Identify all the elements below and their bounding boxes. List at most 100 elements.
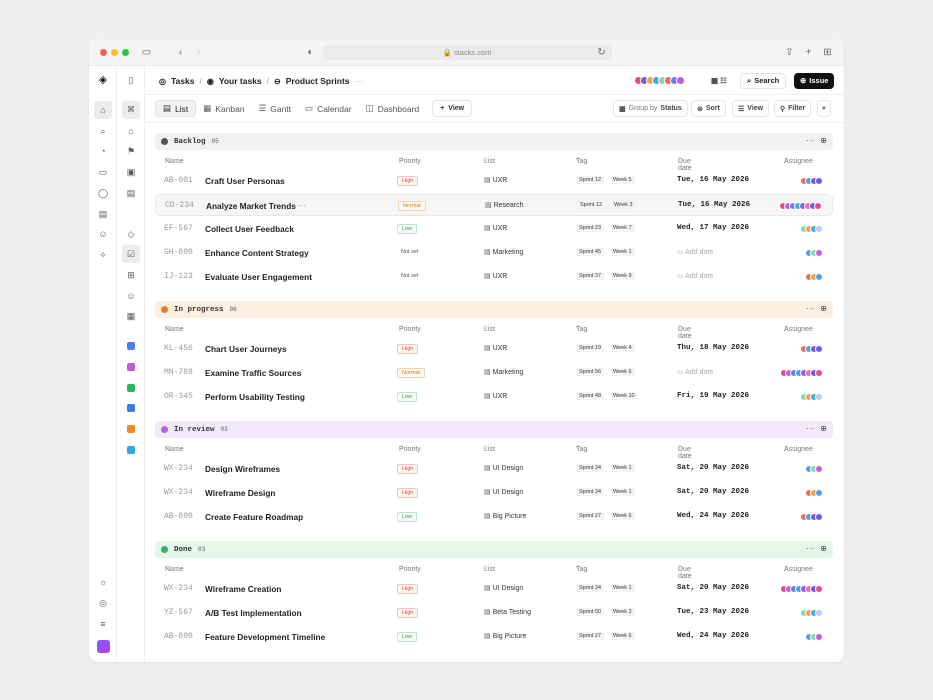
sprint-tag[interactable]: Sprint 45 [576, 248, 605, 256]
table-row[interactable]: YZ-567 A/B Test Implementation High Beta… [155, 602, 833, 624]
col-due[interactable]: Due date ◌ [678, 444, 692, 460]
list-label[interactable]: Research [485, 201, 524, 209]
due-date[interactable]: Sat, 20 May 2026 [677, 488, 750, 496]
row-more-icon[interactable]: ··· [298, 201, 306, 210]
task-name[interactable]: Evaluate User Engagement [205, 272, 312, 282]
table-row[interactable]: EF-567 Collect User Feedback Low UXR Spr… [155, 218, 833, 240]
priority-badge[interactable]: High [397, 344, 419, 354]
due-date[interactable]: Wed, 17 May 2026 [677, 224, 750, 232]
list-label[interactable]: UXR [484, 272, 508, 280]
tab-dashboard[interactable]: ◫ Dashboard [359, 100, 427, 117]
assignee-avatars[interactable] [805, 249, 823, 257]
app-blue-icon[interactable] [127, 342, 135, 350]
col-tag[interactable]: Tag ◌ [576, 564, 588, 573]
due-date[interactable]: Tue, 23 May 2026 [677, 608, 750, 616]
add-circle-icon[interactable]: ⊕ [820, 544, 827, 553]
list-label[interactable]: UXR [484, 224, 508, 232]
task-name[interactable]: Design Wireframes [205, 464, 281, 474]
sprint-tag[interactable]: Sprint 50 [576, 608, 605, 616]
url-bar[interactable]: 🔒 stacks.com [322, 45, 612, 60]
assignee-avatars[interactable] [805, 273, 823, 281]
week-tag[interactable]: Week 10 [610, 392, 638, 400]
assignee-avatars[interactable] [780, 585, 823, 593]
folder-icon[interactable]: ▭ [98, 167, 108, 177]
col-list[interactable]: List ◌ [484, 444, 495, 453]
table-row[interactable]: WX-234 Wireframe Design High UI Design S… [155, 482, 833, 504]
col-priority[interactable]: Priority ◌ [399, 156, 421, 165]
group-header-2[interactable]: In review 03 ··· ⊕ [155, 421, 833, 438]
help-icon[interactable]: ◎ [99, 598, 107, 608]
sprint-tag[interactable]: Sprint 27 [576, 512, 605, 520]
assignee-avatars[interactable] [779, 202, 822, 210]
assignee-avatars[interactable] [800, 609, 823, 617]
table-row[interactable]: CD-234 Analyze Market Trends ··· Normal … [155, 194, 833, 216]
due-date[interactable]: Tue, 16 May 2026 [678, 201, 751, 209]
due-date[interactable]: ▭ Add date [677, 273, 714, 280]
rocket-icon[interactable]: ⚑ [126, 146, 136, 156]
app-purple-icon[interactable] [127, 363, 135, 371]
group-by-control[interactable]: ▦ Group by Status [613, 100, 688, 117]
col-due[interactable]: Due date ◌ [678, 156, 692, 172]
list-label[interactable]: UI Design [484, 488, 524, 496]
priority-badge[interactable]: Low [397, 224, 418, 234]
week-tag[interactable]: Week 4 [610, 344, 635, 352]
col-priority[interactable]: Priority ◌ [399, 564, 421, 573]
breadcrumb-your-tasks[interactable]: Your tasks [218, 76, 262, 86]
due-date[interactable]: ▭ Add date [677, 249, 714, 256]
task-name[interactable]: Wireframe Creation [205, 584, 282, 594]
search-icon[interactable]: ⌕ [100, 126, 106, 136]
sprint-tag[interactable]: Sprint 37 [576, 272, 605, 280]
filter-button[interactable]: ⚲ Filter [774, 100, 812, 117]
layers-icon[interactable]: ◇ [127, 229, 135, 239]
col-tag[interactable]: Tag ◌ [576, 156, 588, 165]
sprint-tag[interactable]: Sprint 34 [576, 488, 605, 496]
week-tag[interactable]: Week 6 [610, 368, 635, 376]
due-date[interactable]: Tue, 16 May 2026 [677, 176, 750, 184]
col-name[interactable]: Name ◌ [165, 156, 184, 165]
due-date[interactable]: Wed, 24 May 2026 [677, 512, 750, 520]
share-icon[interactable]: ⇪ [785, 47, 794, 58]
due-date[interactable]: Sat, 20 May 2026 [677, 464, 750, 472]
list-label[interactable]: UI Design [484, 464, 524, 472]
grid-icon[interactable]: ⊞ [127, 270, 135, 280]
sidebar-toggle-icon[interactable]: ▭ [141, 47, 152, 58]
table-row[interactable]: AB-001 Craft User Personas High UXR Spri… [155, 170, 833, 192]
col-assignee[interactable]: Assignee ◌ [784, 444, 813, 453]
priority-badge[interactable]: High [397, 488, 419, 498]
tab-kanban[interactable]: ▦ Kanban [196, 100, 251, 117]
week-tag[interactable]: Week 1 [610, 584, 635, 592]
priority-badge[interactable]: Not set [401, 273, 419, 279]
task-name[interactable]: Perform Usability Testing [205, 392, 305, 402]
more-icon[interactable]: ··· [806, 544, 815, 553]
group-header-0[interactable]: Backlog 05 ··· ⊕ [155, 133, 833, 150]
back-icon[interactable]: ‹ [178, 47, 183, 58]
member-avatars[interactable] [634, 76, 685, 85]
due-date[interactable]: Fri, 19 May 2026 [677, 392, 750, 400]
home-icon[interactable]: ⌂ [128, 126, 134, 136]
tasks-icon[interactable]: ☑ [122, 245, 140, 263]
list-label[interactable]: Marketing [484, 248, 524, 256]
assignee-avatars[interactable] [800, 177, 823, 185]
week-tag[interactable]: Week 1 [610, 464, 635, 472]
sprint-tag[interactable]: Sprint 34 [576, 584, 605, 592]
week-tag[interactable]: Week 9 [610, 272, 635, 280]
due-date[interactable]: Sat, 20 May 2026 [677, 584, 750, 592]
assignee-avatars[interactable] [800, 225, 823, 233]
task-name[interactable]: Enhance Content Strategy [205, 248, 309, 258]
settings-sliders-icon[interactable]: ≡ [100, 619, 106, 629]
list-label[interactable]: Beta Testing [484, 608, 531, 616]
table-row[interactable]: IJ-123 Evaluate User Engagement Not set … [155, 266, 833, 288]
sort-button[interactable]: ⊜ Sort [691, 100, 726, 117]
app-green-icon[interactable] [127, 384, 135, 392]
priority-badge[interactable]: High [397, 176, 419, 186]
table-row[interactable]: MN-789 Examine Traffic Sources Normal Ma… [155, 362, 833, 384]
new-issue-button[interactable]: ⊕ Issue [794, 73, 835, 89]
week-tag[interactable]: Week 1 [610, 248, 635, 256]
table-row[interactable]: GH-890 Enhance Content Strategy Not set … [155, 242, 833, 264]
sun-icon[interactable]: ☼ [98, 577, 108, 587]
clipboard-icon[interactable]: ▤ [126, 188, 136, 198]
task-name[interactable]: Chart User Journeys [205, 344, 287, 354]
command-icon[interactable]: ⌘ [122, 101, 140, 119]
tab-calendar[interactable]: ▭ Calendar [298, 100, 359, 117]
tab-list[interactable]: ▤ List [155, 100, 197, 117]
